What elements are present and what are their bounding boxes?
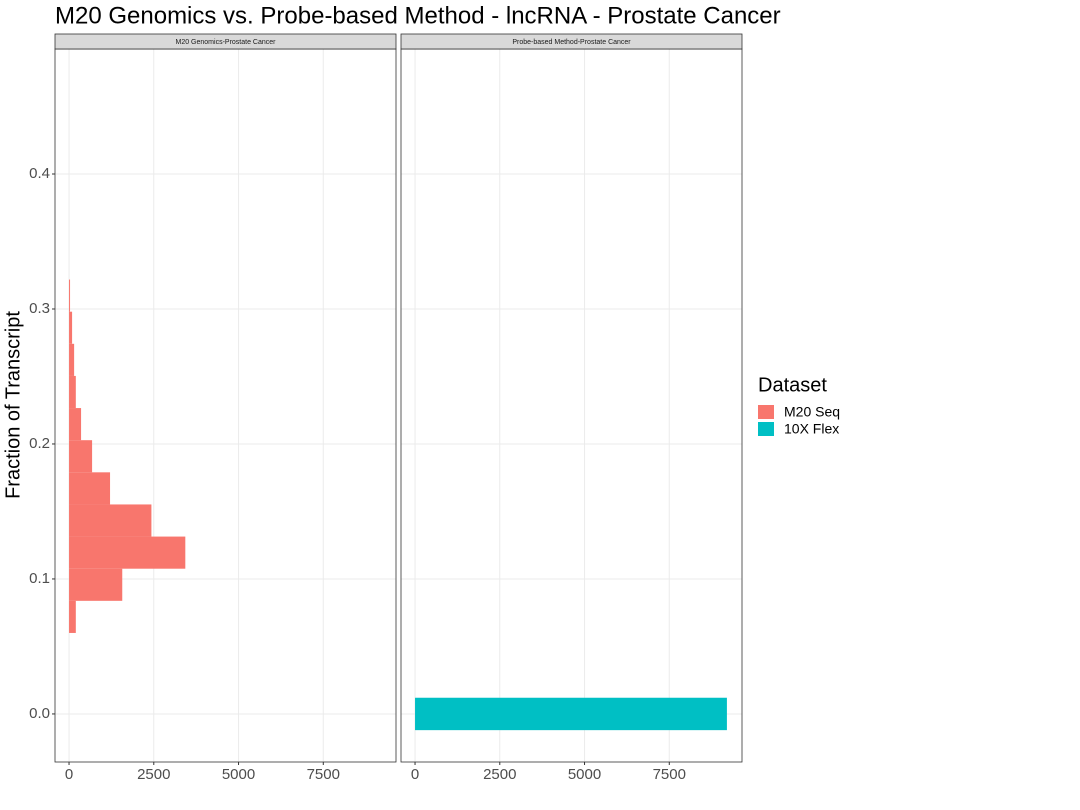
bar <box>69 504 152 537</box>
panel-background <box>401 49 742 762</box>
legend-label: M20 Seq <box>784 404 840 420</box>
x-tick-label: 5000 <box>568 766 601 783</box>
y-tick-label: 0.1 <box>29 570 50 587</box>
y-tick-label: 0.4 <box>29 165 50 182</box>
legend-key <box>758 422 774 436</box>
x-tick-label: 2500 <box>483 766 516 783</box>
chart-title: M20 Genomics vs. Probe-based Method - ln… <box>55 2 781 29</box>
legend-title: Dataset <box>758 374 827 396</box>
strip <box>400 33 743 50</box>
strip <box>54 33 397 50</box>
legend-key <box>758 405 774 419</box>
bar <box>69 408 82 441</box>
bar <box>69 472 111 505</box>
bar <box>69 343 75 376</box>
bar <box>69 279 71 312</box>
y-axis-title: Fraction of Transcript <box>2 311 24 499</box>
bar <box>69 536 186 569</box>
panel-background <box>55 49 396 762</box>
x-tick-label: 7500 <box>307 766 340 783</box>
x-tick-label: 7500 <box>653 766 686 783</box>
y-tick-label: 0.3 <box>29 300 50 317</box>
strip-label: M20 Genomics-Prostate Cancer <box>176 39 277 46</box>
bar <box>415 697 727 731</box>
bar <box>69 375 76 409</box>
x-tick-label: 0 <box>65 766 73 783</box>
bar <box>69 568 123 601</box>
x-tick-label: 0 <box>411 766 419 783</box>
bar <box>69 440 93 473</box>
x-tick-label: 5000 <box>222 766 255 783</box>
strip-label: Probe-based Method-Prostate Cancer <box>512 39 631 46</box>
bar <box>69 600 76 633</box>
bar <box>69 311 73 344</box>
x-tick-label: 2500 <box>137 766 170 783</box>
y-tick-label: 0.2 <box>29 435 50 452</box>
legend-label: 10X Flex <box>784 421 839 437</box>
y-tick-label: 0.0 <box>29 705 50 722</box>
